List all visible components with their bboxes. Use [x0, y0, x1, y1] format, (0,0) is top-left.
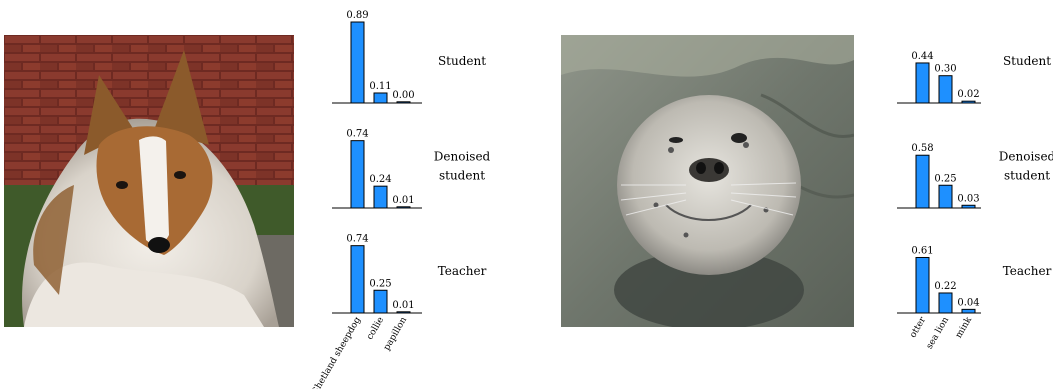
panel-label-line: student: [439, 169, 485, 183]
panel-label-line: Teacher: [438, 264, 487, 278]
sheltie-photo: [4, 35, 294, 327]
bar: [350, 245, 365, 314]
panel-label: Teacher: [1003, 264, 1052, 278]
bar-panel: 0.440.30 0.02: [897, 51, 981, 104]
bar: [373, 185, 388, 209]
bar-value-label: 0.03: [957, 193, 979, 204]
bar-value-label: 0.30: [934, 64, 956, 75]
panel-label-line: Denoised: [434, 150, 491, 164]
bar-value-label: 0.01: [392, 195, 414, 206]
bar-value-label: 0.25: [934, 173, 956, 184]
panel-label-line: Student: [438, 54, 486, 68]
category-tick-label: papillon: [382, 315, 409, 352]
panel-label-line: Teacher: [1003, 264, 1052, 278]
panel-label: Denoised student: [434, 150, 491, 183]
bar: [915, 256, 930, 314]
bar-value-label: 0.74: [346, 129, 368, 140]
bar: [915, 154, 930, 209]
bar: [938, 184, 953, 209]
bar: [373, 92, 388, 104]
panel-label-line: Denoised: [999, 150, 1053, 164]
seal-photo: [561, 35, 854, 327]
bar: [350, 21, 365, 104]
panel-label: Denoised student: [999, 150, 1053, 183]
bar-panel: 0.74 0.240.01: [332, 129, 422, 209]
bar-panel: 0.61 0.220.04: [897, 245, 981, 314]
bar-value-label: 0.74: [346, 234, 368, 245]
category-tick-label: sea lion: [925, 315, 951, 351]
bar-value-label: 0.89: [346, 10, 368, 21]
bar: [350, 140, 365, 209]
category-tick-label: Shetland sheepdog: [311, 315, 363, 389]
category-tick-label: mink: [954, 315, 974, 340]
category-tick-label: otter: [908, 315, 928, 340]
panel-label-line: Student: [1003, 54, 1051, 68]
bar-panel: 0.74 0.250.01: [332, 234, 422, 314]
bar-value-label: 0.01: [392, 300, 414, 311]
bar: [938, 292, 953, 314]
bar: [938, 75, 953, 104]
bar-value-label: 0.61: [911, 245, 933, 256]
bar-value-label: 0.58: [911, 143, 933, 154]
bar: [373, 289, 388, 314]
bar-value-label: 0.24: [369, 174, 391, 185]
bar-panel: 0.89 0.110.00: [332, 10, 422, 104]
bar-value-label: 0.22: [934, 281, 956, 292]
category-tick-label: collie: [365, 316, 386, 342]
panel-label-line: student: [1004, 169, 1050, 183]
bar-value-label: 0.25: [369, 278, 391, 289]
bar-value-label: 0.04: [957, 297, 979, 308]
bar-value-label: 0.00: [392, 90, 414, 101]
panel-label: Student: [1003, 54, 1051, 68]
panel-label: Teacher: [438, 264, 487, 278]
bar-value-label: 0.11: [369, 81, 391, 92]
bar-value-label: 0.44: [911, 51, 933, 62]
bar-panel: 0.58 0.250.03: [897, 143, 981, 209]
bar-value-label: 0.02: [957, 89, 979, 100]
bar: [961, 308, 976, 314]
bar: [915, 62, 930, 104]
panel-label: Student: [438, 54, 486, 68]
